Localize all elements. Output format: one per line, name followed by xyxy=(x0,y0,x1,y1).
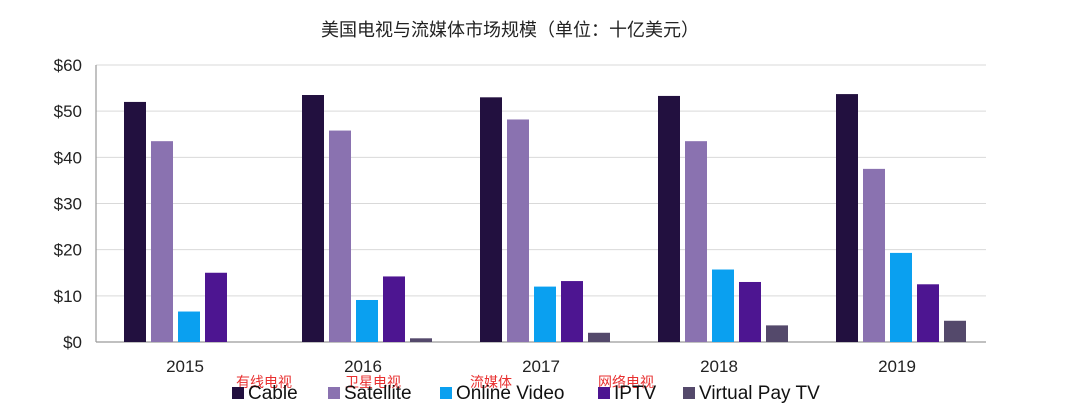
bar-iptv-2016 xyxy=(383,276,405,342)
bar-virtual-pay-tv-2019 xyxy=(944,320,966,342)
legend-swatch xyxy=(598,387,610,399)
legend-label: Virtual Pay TV xyxy=(699,383,820,404)
bar-virtual-pay-tv-2018 xyxy=(766,325,788,342)
bar-virtual-pay-tv-2017 xyxy=(588,332,610,342)
y-tick-label: $50 xyxy=(54,102,82,121)
legend-swatch xyxy=(683,387,695,399)
legend-label: IPTV xyxy=(614,383,657,404)
bar-cable-2019 xyxy=(836,94,858,343)
legend-swatch xyxy=(328,387,340,399)
annotation-label: 流媒体 xyxy=(470,375,512,391)
annotation-label: 网络电视 xyxy=(598,375,654,391)
bar-online-video-2017 xyxy=(534,286,556,342)
y-tick-label: $0 xyxy=(63,333,82,352)
bar-iptv-2017 xyxy=(561,281,583,342)
legend-swatch xyxy=(232,387,244,399)
legend-item: Cable xyxy=(232,383,298,404)
y-axis-ticks: $0 $10 $20 $30 $40 $50 $60 xyxy=(54,56,82,352)
bar-satellite-2018 xyxy=(685,141,707,342)
annotation-label: 卫星电视 xyxy=(345,375,401,391)
legend-item: Online Video xyxy=(440,383,564,404)
annotation-label: 有线电视 xyxy=(236,375,292,391)
y-tick-label: $20 xyxy=(54,241,82,260)
y-tick-label: $10 xyxy=(54,287,82,306)
bar-iptv-2019 xyxy=(917,284,939,342)
legend-label: Satellite xyxy=(344,383,412,404)
bar-online-video-2019 xyxy=(890,252,912,342)
bar-virtual-pay-tv-2016 xyxy=(410,338,432,342)
chart-title: 美国电视与流媒体市场规模（单位：十亿美元） xyxy=(321,20,699,41)
bar-satellite-2015 xyxy=(151,141,173,342)
bar-satellite-2016 xyxy=(329,130,351,342)
bar-online-video-2018 xyxy=(712,269,734,342)
x-axis-ticks: 2015 2016 2017 2018 2019 xyxy=(166,357,916,376)
bars xyxy=(124,94,966,343)
x-tick-label: 2016 xyxy=(344,357,382,376)
legend: Cable Satellite Online Video IPTV Virtual Pa… xyxy=(232,383,820,404)
annotations: 有线电视 卫星电视 流媒体 网络电视 xyxy=(236,375,654,391)
bar-iptv-2015 xyxy=(205,272,227,342)
y-tick-label: $60 xyxy=(54,56,82,75)
bar-satellite-2017 xyxy=(507,119,529,342)
bar-cable-2017 xyxy=(480,97,502,342)
legend-label: Cable xyxy=(248,383,298,404)
bar-satellite-2019 xyxy=(863,168,885,342)
bar-iptv-2018 xyxy=(739,281,761,342)
x-tick-label: 2017 xyxy=(522,357,560,376)
bar-online-video-2015 xyxy=(178,311,200,342)
bar-cable-2018 xyxy=(658,95,680,342)
legend-item: Virtual Pay TV xyxy=(683,383,820,404)
x-tick-label: 2015 xyxy=(166,357,204,376)
y-tick-label: $30 xyxy=(54,195,82,214)
bar-online-video-2016 xyxy=(356,299,378,342)
bar-cable-2015 xyxy=(124,101,146,342)
x-tick-label: 2019 xyxy=(878,357,916,376)
legend-label: Online Video xyxy=(456,383,564,404)
x-tick-label: 2018 xyxy=(700,357,738,376)
legend-item: Satellite xyxy=(328,383,412,404)
bar-cable-2016 xyxy=(302,95,324,342)
legend-swatch xyxy=(440,387,452,399)
legend-item: IPTV xyxy=(598,383,657,404)
y-tick-label: $40 xyxy=(54,148,82,167)
